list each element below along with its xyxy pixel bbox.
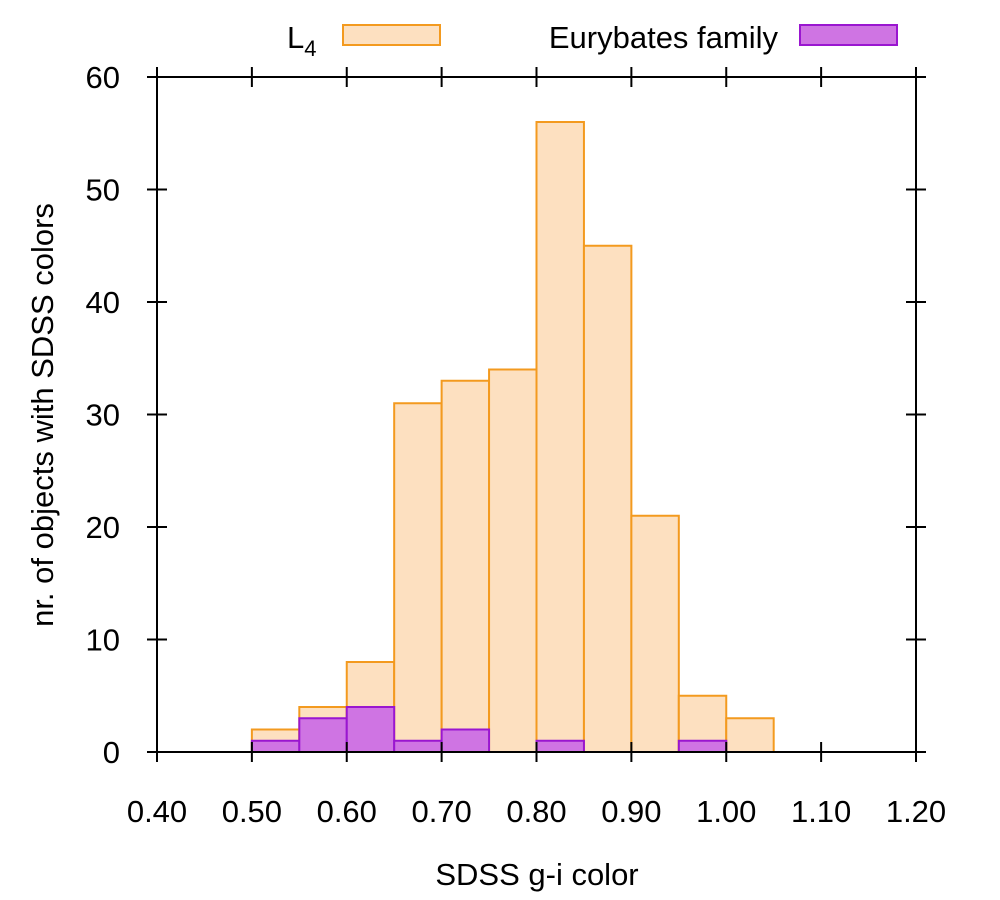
y-tick-label: 40 <box>86 285 120 320</box>
x-tick-label: 0.50 <box>222 794 282 829</box>
bar-series1-bin-0.95 <box>677 739 728 753</box>
bars-layer <box>250 121 775 753</box>
bar-series0-bin-0.90 <box>630 514 680 753</box>
bar-series1-bin-0.60 <box>345 706 396 753</box>
bar-series1-bin-0.70 <box>440 728 491 753</box>
legend-label-l4: L4 <box>287 20 317 61</box>
x-tick-label: 0.90 <box>601 794 661 829</box>
bar-series0-bin-0.70 <box>440 379 491 753</box>
x-tick-label: 0.40 <box>127 794 187 829</box>
y-tick-label: 60 <box>86 60 120 95</box>
y-tick-label: 50 <box>86 173 120 208</box>
legend-label-eurybates: Eurybates family <box>549 20 779 55</box>
x-tick-label: 0.60 <box>317 794 377 829</box>
y-tick-label: 10 <box>86 623 120 658</box>
bar-series1-bin-0.50 <box>250 739 301 753</box>
legend-label-l4-main: L <box>287 20 304 55</box>
bar-series0-bin-1.00 <box>725 717 775 753</box>
x-tick-label: 0.80 <box>506 794 566 829</box>
x-tick-label: 0.70 <box>411 794 471 829</box>
y-tick-label: 0 <box>103 735 120 770</box>
x-tick-label: 1.00 <box>696 794 756 829</box>
bar-series1-bin-0.65 <box>393 739 443 753</box>
bar-series0-bin-0.85 <box>582 244 633 753</box>
bar-series0-bin-0.65 <box>393 402 443 753</box>
legend-swatch-l4 <box>342 24 441 46</box>
y-tick-label: 30 <box>86 398 120 433</box>
bar-series1-bin-0.55 <box>298 717 348 753</box>
x-axis-title: SDSS g-i color <box>435 857 638 892</box>
y-tick-label: 20 <box>86 510 120 545</box>
x-tick-label: 1.20 <box>886 794 946 829</box>
legend-swatch-eurybates <box>799 24 898 46</box>
x-tick-label: 1.10 <box>791 794 851 829</box>
legend: L4 Eurybates family <box>287 20 898 61</box>
tick-labels: 0.40 0.50 0.60 0.70 0.80 0.90 1.00 1.10 1.20 0 10 2… <box>86 60 947 829</box>
bar-series0-bin-0.80 <box>535 121 585 753</box>
y-axis-title: nr. of objects with SDSS colors <box>25 203 60 627</box>
bar-series0-bin-0.75 <box>488 368 538 753</box>
legend-label-l4-subscript: 4 <box>304 36 316 61</box>
axis-ticks <box>147 67 926 762</box>
bar-series1-bin-0.80 <box>535 739 585 753</box>
